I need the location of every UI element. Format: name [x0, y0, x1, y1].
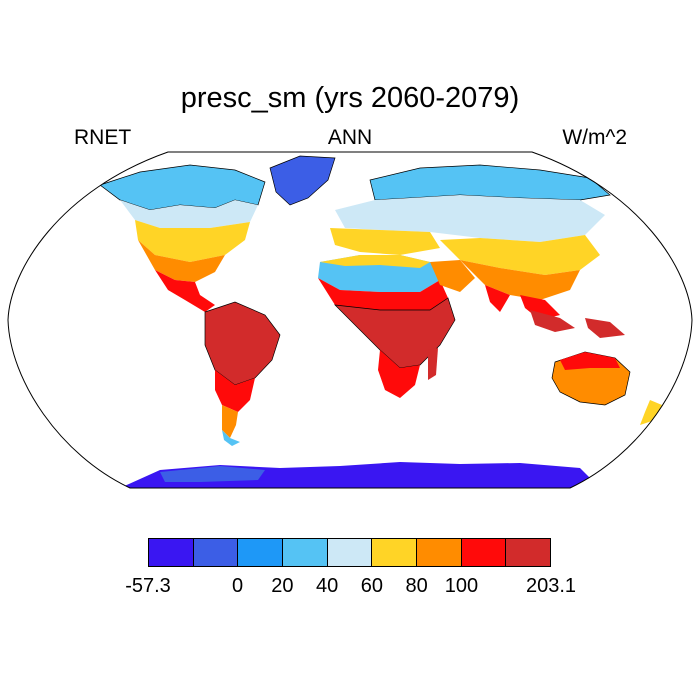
colorbar-tick-label: 203.1 — [525, 575, 577, 597]
land-masses — [99, 155, 662, 488]
south-america-tropics — [204, 301, 281, 386]
colorbar-box-8 — [506, 539, 551, 566]
maritime-continent — [530, 310, 625, 338]
variable-label: RNET — [74, 126, 132, 149]
australia-north — [560, 352, 620, 370]
globe-outline — [7, 151, 693, 489]
colorbar-tick-label: 20 — [271, 575, 294, 597]
africa-north-edge — [320, 255, 430, 268]
colorbar-box-6 — [417, 539, 462, 566]
colorbar-tick-label: 40 — [315, 575, 339, 597]
patagonia — [222, 430, 240, 446]
colorbar-box-3 — [283, 539, 328, 566]
colorbar — [148, 538, 551, 567]
colorbar-box-1 — [193, 539, 239, 566]
india-seasia — [485, 285, 560, 320]
south-america-tip — [222, 405, 238, 438]
sahel — [318, 278, 448, 310]
colorbar-tick-label: 80 — [405, 575, 428, 597]
new-zealand — [640, 400, 662, 425]
north-america-cold — [120, 200, 258, 228]
season-label: ANN — [327, 126, 373, 149]
colorbar-box-7 — [461, 539, 507, 566]
asia-tropical — [460, 260, 580, 300]
colorbar-box-4 — [327, 539, 373, 566]
africa-central — [334, 297, 456, 369]
colorbar-box-5 — [372, 539, 418, 566]
colorbar-tick-label: 60 — [360, 575, 383, 597]
colorbar-box-2 — [238, 539, 284, 566]
europe-south — [330, 228, 440, 255]
colorbar-tick-label: 0 — [231, 575, 244, 597]
south-america-south — [215, 370, 255, 412]
units-label: W/m^2 — [562, 126, 627, 149]
eurasia-north — [369, 164, 611, 201]
madagascar — [428, 348, 438, 380]
colorbar-tick-label: -57.3 — [125, 575, 171, 597]
colorbar-box-0 — [149, 539, 194, 566]
antarctica-coast — [160, 466, 265, 482]
asia-south — [440, 235, 600, 275]
central-america — [155, 270, 215, 312]
greenland — [269, 155, 336, 206]
map-title: presc_sm (yrs 2060-2079) — [180, 82, 520, 114]
arabia — [430, 260, 475, 292]
north-america-mid — [135, 220, 250, 262]
eurasia-mid — [335, 195, 605, 242]
colorbar-tick-label: 100 — [444, 575, 479, 597]
north-america-south — [138, 240, 225, 282]
africa-south — [378, 350, 420, 398]
